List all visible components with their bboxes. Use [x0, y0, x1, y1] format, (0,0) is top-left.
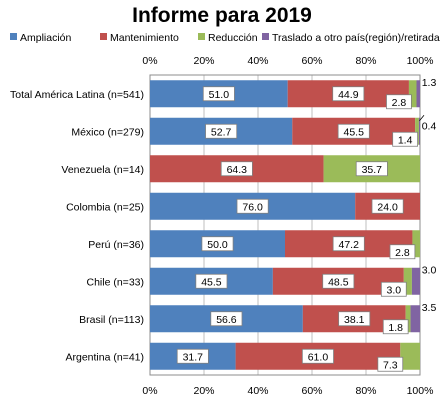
tick-label-bottom-3: 60% — [301, 385, 322, 397]
data-label-0-2: 2.8 — [392, 97, 407, 109]
category-label-1: México (n=279) — [71, 126, 144, 138]
x-axis-top: 0% 20% 40% 60% 80% 100% — [142, 55, 433, 67]
data-label-box-7-0 — [176, 348, 209, 364]
data-label-box-0-0 — [202, 86, 235, 102]
legend-swatch-2 — [198, 33, 205, 40]
data-label-4-1: 47.2 — [339, 239, 360, 251]
data-label-7-1: 61.0 — [308, 351, 329, 363]
data-label-6-0: 56.6 — [216, 314, 237, 326]
data-label-box-0-1 — [332, 86, 365, 102]
bar-7-2 — [400, 342, 420, 370]
data-label-4-0: 50.0 — [207, 239, 228, 251]
tick-label-top-3: 60% — [301, 55, 322, 67]
data-label-0-0: 51.0 — [209, 89, 230, 101]
data-label-box-3-1 — [371, 198, 404, 214]
data-label-box-5-0 — [195, 273, 228, 289]
data-label-5-1: 48.5 — [328, 276, 349, 288]
data-label-box-1-0 — [205, 123, 238, 139]
category-label-3: Colombia (n=25) — [66, 201, 144, 213]
legend: Ampliación Mantenimiento Reducción Traslado… — [10, 32, 440, 44]
tick-label-bottom-0: 0% — [142, 385, 157, 397]
bar-1-2 — [415, 117, 419, 145]
legend-swatch-3 — [262, 33, 269, 40]
category-label-2: Venezuela (n=14) — [61, 164, 144, 176]
bar-5-2 — [403, 267, 412, 295]
legend-label-3: Traslado a otro país(región)/retirada — [272, 32, 440, 44]
tick-label-bottom-5: 100% — [407, 385, 434, 397]
legend-swatch-1 — [100, 33, 107, 40]
tick-label-bottom-2: 40% — [247, 385, 268, 397]
data-label-6-1: 38.1 — [344, 314, 365, 326]
category-label-7: Argentina (n=41) — [65, 351, 144, 363]
data-label-box-1-1 — [337, 123, 370, 139]
bar-0-3 — [416, 80, 420, 108]
bars — [150, 80, 420, 370]
data-label-box-1-2 — [392, 131, 418, 147]
data-label-5-2: 3.0 — [386, 284, 401, 296]
data-label-5-3: 3.0 — [422, 264, 437, 276]
tick-label-top-5: 100% — [407, 55, 434, 67]
data-label-6-3: 3.5 — [422, 302, 437, 314]
data-label-1-2: 1.4 — [398, 134, 413, 146]
category-label-0: Total América Latina (n=541) — [10, 89, 144, 101]
data-label-box-4-2 — [389, 244, 416, 260]
legend-label-0: Ampliación — [20, 32, 72, 44]
y-axis: Total América Latina (n=541) México (n=27… — [10, 89, 144, 364]
category-label-6: Brasil (n=113) — [79, 314, 144, 326]
data-label-box-5-1 — [322, 273, 355, 289]
data-label-1-0: 52.7 — [211, 126, 232, 138]
data-label-1-3: 0.4 — [422, 120, 437, 132]
data-label-box-6-1 — [338, 311, 371, 327]
legend-label-2: Reducción — [208, 32, 258, 44]
legend-swatch-0 — [10, 33, 17, 40]
plot-frame — [149, 74, 421, 376]
data-label-0-1: 44.9 — [338, 89, 359, 101]
data-label-7-0: 31.7 — [183, 351, 204, 363]
data-label-3-0: 76.0 — [242, 201, 263, 213]
category-label-4: Perú (n=36) — [88, 239, 144, 251]
data-label-5-0: 45.5 — [201, 276, 222, 288]
data-label-6-2: 1.8 — [388, 322, 403, 334]
data-labels: 51.0 44.9 2.8 1.3 52.7 45.5 1.4 0.4 64.3 35.7 76.0… — [176, 77, 437, 372]
data-label-box-7-1 — [301, 348, 334, 364]
data-label-box-4-0 — [201, 236, 234, 252]
tick-label-top-2: 40% — [247, 55, 268, 67]
leader-line-1 — [419, 114, 425, 122]
chart-title: Informe para 2019 — [132, 4, 312, 27]
bar-6-3 — [410, 305, 420, 333]
data-label-box-6-2 — [382, 319, 409, 335]
data-label-box-3-0 — [236, 198, 269, 214]
data-label-2-1: 64.3 — [227, 164, 248, 176]
category-label-5: Chile (n=33) — [87, 276, 145, 288]
tick-label-top-1: 20% — [193, 55, 214, 67]
data-label-box-0-2 — [386, 94, 412, 110]
data-label-2-2: 35.7 — [362, 164, 383, 176]
data-label-box-5-2 — [380, 281, 407, 297]
data-label-0-3: 1.3 — [422, 77, 437, 89]
bar-6-2 — [405, 305, 411, 333]
bar-1-3 — [418, 117, 420, 145]
tick-label-bottom-1: 20% — [193, 385, 214, 397]
tick-label-top-4: 80% — [355, 55, 376, 67]
data-label-box-6-0 — [210, 311, 243, 327]
data-label-3-1: 24.0 — [377, 201, 398, 213]
tick-label-top-0: 0% — [142, 55, 157, 67]
x-axis-bottom: 0% 20% 40% 60% 80% 100% — [142, 385, 433, 397]
data-label-1-1: 45.5 — [343, 126, 364, 138]
data-label-7-2: 7.3 — [383, 359, 398, 371]
data-label-box-4-1 — [332, 236, 365, 252]
bar-4-2 — [412, 230, 420, 258]
data-label-box-2-1 — [220, 161, 253, 177]
bar-0-2 — [408, 80, 417, 108]
data-label-4-2: 2.8 — [395, 247, 410, 259]
legend-label-1: Mantenimiento — [110, 32, 179, 44]
bar-5-3 — [411, 267, 420, 295]
data-label-box-2-2 — [355, 161, 388, 177]
tick-label-bottom-4: 80% — [355, 385, 376, 397]
data-label-box-7-2 — [377, 356, 404, 372]
